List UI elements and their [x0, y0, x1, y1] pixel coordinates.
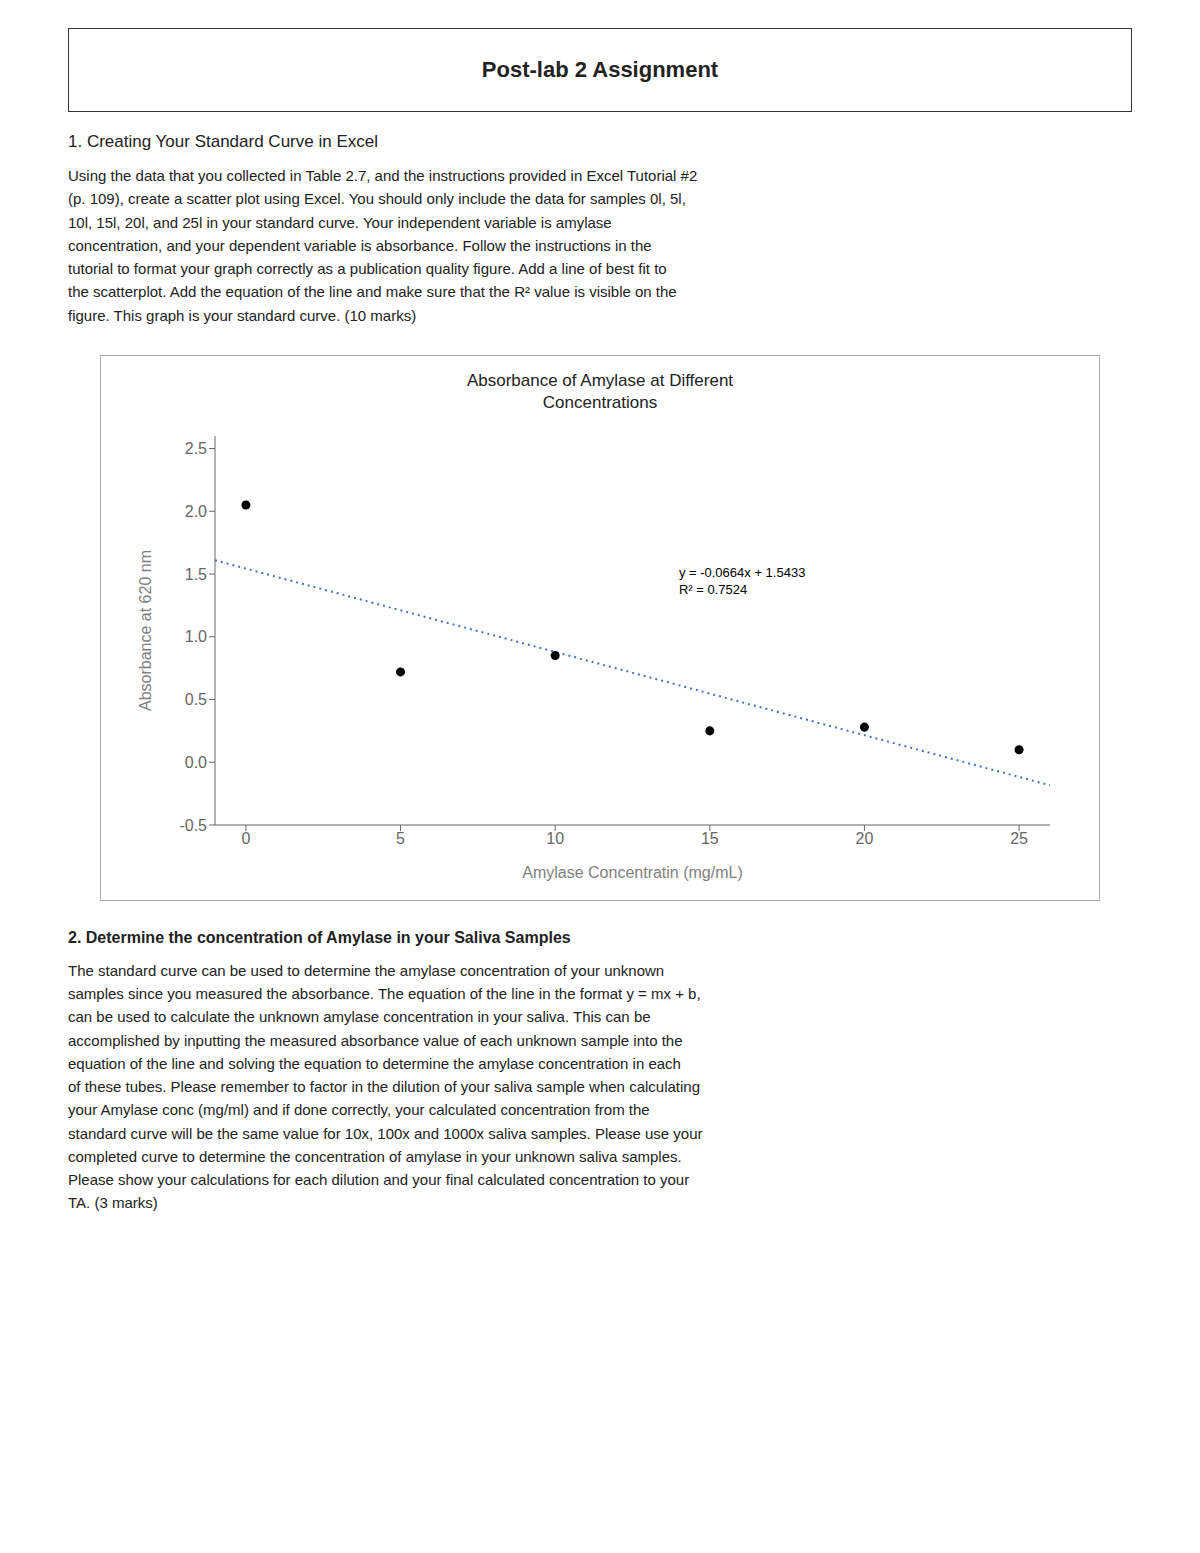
html-text:your Amylase conc (mg/ml) and: your Amylase conc (mg/ml) and if done co… [68, 1101, 650, 1119]
html-text:completed curve to determine t: completed curve to determine the concent… [68, 1147, 682, 1165]
html-text:accomplished by inputting the: accomplished by inputting the measured a… [68, 1031, 683, 1049]
html-text:Using the data that you collec: Using the data that you collected in Tab… [68, 167, 698, 184]
svg-text:0.0: 0.0 [185, 754, 207, 771]
html-text:Concentrations: Concentrations [542, 392, 658, 412]
svg-text:15: 15 [701, 830, 719, 847]
svg-text:20: 20 [856, 830, 874, 847]
html-text:figure. This graph is your sta: figure. This graph is your standard curv… [68, 306, 417, 324]
html-text:The standard curve can be used: The standard curve can be used to determ… [68, 961, 665, 979]
svg-text:-0.5: -0.5 [179, 817, 207, 834]
svg-text:y = -0.0664x + 1.5433: y = -0.0664x + 1.5433 [679, 565, 805, 580]
html-text:tutorial to format your graph: tutorial to format your graph correctly … [68, 260, 667, 277]
html-text:samples since you measured the: samples since you measured the absorbanc… [68, 985, 701, 1003]
svg-text:0.5: 0.5 [185, 691, 207, 708]
svg-text:5: 5 [396, 830, 405, 847]
html-text:(p. 109), create a scatter plo: (p. 109), create a scatter plot using Ex… [68, 190, 686, 208]
svg-text:2.5: 2.5 [185, 440, 207, 457]
html-text:the scatterplot. Add the equat: the scatterplot. Add the equation of the… [68, 283, 677, 301]
html-text:1. Creating Your Standard Curv: 1. Creating Your Standard Curve in Excel [68, 132, 378, 151]
svg-text:Absorbance at 620 nm: Absorbance at 620 nm [137, 550, 154, 711]
html-text:Absorbance of Amylase at Diffe: Absorbance of Amylase at Different [466, 370, 734, 390]
html-text:can be used to calculate the u: can be used to calculate the unknown amy… [68, 1008, 651, 1026]
html-text:Please show your calculations: Please show your calculations for each d… [68, 1171, 690, 1189]
svg-text:10: 10 [546, 830, 564, 847]
html-text:of these tubes. Please remembe: of these tubes. Please remember to facto… [68, 1078, 700, 1096]
svg-text:2.0: 2.0 [185, 503, 207, 520]
svg-text:25: 25 [1010, 830, 1028, 847]
html-text:2. Determine the concentration: 2. Determine the concentration of Amylas… [68, 928, 571, 946]
html-text:concentration, and your depend: concentration, and your dependent variab… [68, 236, 652, 254]
svg-text:0: 0 [241, 830, 250, 847]
svg-text:R² = 0.7524: R² = 0.7524 [679, 582, 747, 597]
html-text:TA. (3 marks): TA. (3 marks) [68, 1194, 158, 1212]
svg-text:Amylase Concentratin (mg/mL): Amylase Concentratin (mg/mL) [522, 864, 743, 881]
html-text:Post-lab 2 Assignment: Post-lab 2 Assignment [481, 57, 719, 82]
html-text:10l, 15l, 20l, and 25l in your: 10l, 15l, 20l, and 25l in your standard … [68, 213, 612, 231]
html-text:equation of the line and solvi: equation of the line and solving the equ… [68, 1054, 681, 1072]
svg-text:1.0: 1.0 [185, 628, 207, 645]
html-text:standard curve will be the sam: standard curve will be the same value fo… [68, 1124, 703, 1142]
svg-text:1.5: 1.5 [185, 566, 207, 583]
